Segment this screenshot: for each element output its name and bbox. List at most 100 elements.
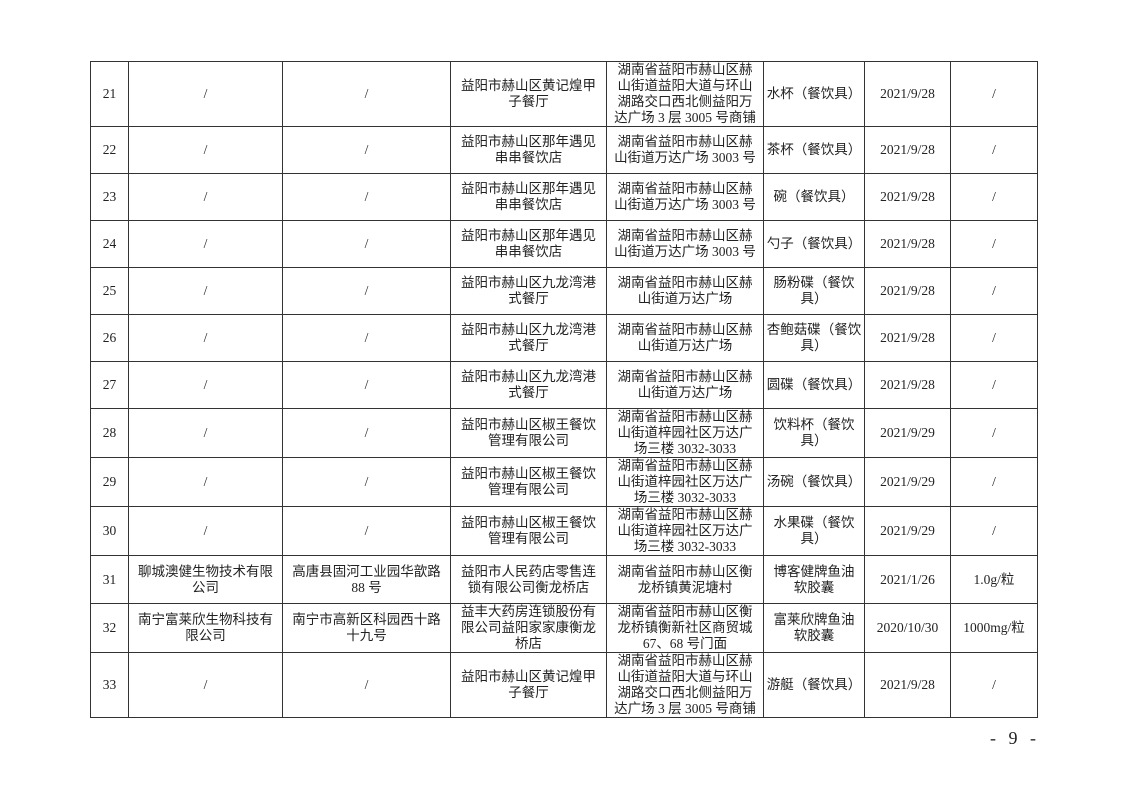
cell-product: 饮料杯（餐饮 具） xyxy=(763,408,865,458)
cell-manufacturer-address: / xyxy=(282,506,451,556)
table-row: 22// 益阳市赫山区那年遇见 串串餐饮店 湖南省益阳市赫山区赫 山街道万达广场 3… xyxy=(90,126,1038,174)
cell-date: 2021/9/28 xyxy=(864,61,951,127)
cell-no: 32 xyxy=(90,603,129,653)
table-row: 25// 益阳市赫山区九龙湾港 式餐厅 湖南省益阳市赫山区赫 山街道万达广场 肠粉碟（… xyxy=(90,267,1038,315)
cell-date: 2020/10/30 xyxy=(864,603,951,653)
cell-no: 23 xyxy=(90,173,129,221)
cell-sampled-unit: 益阳市赫山区那年遇见 串串餐饮店 xyxy=(450,220,607,268)
cell-sampled-unit: 益阳市赫山区九龙湾港 式餐厅 xyxy=(450,361,607,409)
cell-date: 2021/9/28 xyxy=(864,361,951,409)
cell-date: 2021/9/28 xyxy=(864,173,951,221)
cell-product: 碗（餐饮具） xyxy=(763,173,865,221)
cell-unit-address: 湖南省益阳市赫山区赫 山街道梓园社区万达广 场三楼 3032-3033 xyxy=(606,506,764,556)
cell-sampled-unit: 益阳市赫山区椒王餐饮 管理有限公司 xyxy=(450,457,607,507)
cell-date: 2021/9/28 xyxy=(864,126,951,174)
cell-unit-address: 湖南省益阳市赫山区赫 山街道梓园社区万达广 场三楼 3032-3033 xyxy=(606,408,764,458)
cell-unit-address: 湖南省益阳市赫山区赫 山街道益阳大道与环山 湖路交口西北侧益阳万 达广场 3 层… xyxy=(606,61,764,127)
cell-spec: 1000mg/粒 xyxy=(950,603,1038,653)
cell-manufacturer: / xyxy=(128,652,283,718)
cell-unit-address: 湖南省益阳市赫山区赫 山街道万达广场 xyxy=(606,267,764,315)
cell-manufacturer-address: / xyxy=(282,173,451,221)
table-row: 30// 益阳市赫山区椒王餐饮 管理有限公司 湖南省益阳市赫山区赫 山街道梓园社区万… xyxy=(90,506,1038,556)
cell-product: 汤碗（餐饮具） xyxy=(763,457,865,507)
table-row: 32 南宁富莱欣生物科技有 限公司 南宁市高新区科园西十路 十九号 益丰大药房连锁股份… xyxy=(90,603,1038,653)
cell-manufacturer-address: / xyxy=(282,220,451,268)
cell-no: 21 xyxy=(90,61,129,127)
cell-manufacturer: 聊城澳健生物技术有限 公司 xyxy=(128,555,283,604)
cell-sampled-unit: 益阳市赫山区黄记煌甲 子餐厅 xyxy=(450,61,607,127)
cell-manufacturer-address: 南宁市高新区科园西十路 十九号 xyxy=(282,603,451,653)
cell-manufacturer-address: / xyxy=(282,408,451,458)
cell-manufacturer: 南宁富莱欣生物科技有 限公司 xyxy=(128,603,283,653)
cell-unit-address: 湖南省益阳市赫山区赫 山街道万达广场 xyxy=(606,314,764,362)
table-row: 23// 益阳市赫山区那年遇见 串串餐饮店 湖南省益阳市赫山区赫 山街道万达广场 3… xyxy=(90,173,1038,221)
cell-unit-address: 湖南省益阳市赫山区赫 山街道万达广场 xyxy=(606,361,764,409)
cell-manufacturer-address: 高唐县固河工业园华歆路 88 号 xyxy=(282,555,451,604)
cell-manufacturer: / xyxy=(128,408,283,458)
table-row: 31 聊城澳健生物技术有限 公司 高唐县固河工业园华歆路 88 号益阳市人民药店零售… xyxy=(90,555,1038,604)
cell-no: 29 xyxy=(90,457,129,507)
cell-sampled-unit: 益阳市人民药店零售连 锁有限公司衡龙桥店 xyxy=(450,555,607,604)
cell-spec: / xyxy=(950,220,1038,268)
cell-manufacturer-address: / xyxy=(282,126,451,174)
cell-spec: / xyxy=(950,314,1038,362)
table-row: 28// 益阳市赫山区椒王餐饮 管理有限公司 湖南省益阳市赫山区赫 山街道梓园社区万… xyxy=(90,408,1038,458)
cell-product: 勺子（餐饮具） xyxy=(763,220,865,268)
cell-no: 24 xyxy=(90,220,129,268)
cell-no: 28 xyxy=(90,408,129,458)
cell-product: 茶杯（餐饮具） xyxy=(763,126,865,174)
cell-spec: / xyxy=(950,173,1038,221)
table-row: 24// 益阳市赫山区那年遇见 串串餐饮店 湖南省益阳市赫山区赫 山街道万达广场 3… xyxy=(90,220,1038,268)
cell-unit-address: 湖南省益阳市赫山区赫 山街道益阳大道与环山 湖路交口西北侧益阳万 达广场 3 层… xyxy=(606,652,764,718)
cell-sampled-unit: 益阳市赫山区椒王餐饮 管理有限公司 xyxy=(450,506,607,556)
cell-product: 博客健牌鱼油 软胶囊 xyxy=(763,555,865,604)
cell-unit-address: 湖南省益阳市赫山区衡 龙桥镇黄泥塘村 xyxy=(606,555,764,604)
cell-sampled-unit: 益阳市赫山区黄记煌甲 子餐厅 xyxy=(450,652,607,718)
cell-manufacturer: / xyxy=(128,361,283,409)
cell-manufacturer-address: / xyxy=(282,314,451,362)
cell-manufacturer-address: / xyxy=(282,361,451,409)
cell-manufacturer: / xyxy=(128,314,283,362)
cell-unit-address: 湖南省益阳市赫山区赫 山街道万达广场 3003 号 xyxy=(606,173,764,221)
cell-manufacturer: / xyxy=(128,457,283,507)
cell-spec: / xyxy=(950,652,1038,718)
cell-product: 肠粉碟（餐饮 具） xyxy=(763,267,865,315)
cell-manufacturer-address: / xyxy=(282,61,451,127)
cell-spec: / xyxy=(950,267,1038,315)
cell-manufacturer: / xyxy=(128,126,283,174)
cell-date: 2021/9/29 xyxy=(864,506,951,556)
cell-date: 2021/1/26 xyxy=(864,555,951,604)
cell-no: 31 xyxy=(90,555,129,604)
cell-spec: / xyxy=(950,506,1038,556)
cell-date: 2021/9/28 xyxy=(864,267,951,315)
cell-no: 30 xyxy=(90,506,129,556)
cell-no: 22 xyxy=(90,126,129,174)
cell-manufacturer: / xyxy=(128,173,283,221)
cell-no: 27 xyxy=(90,361,129,409)
cell-date: 2021/9/29 xyxy=(864,408,951,458)
page-number: - 9 - xyxy=(990,728,1040,748)
cell-sampled-unit: 益阳市赫山区那年遇见 串串餐饮店 xyxy=(450,126,607,174)
cell-unit-address: 湖南省益阳市赫山区衡 龙桥镇衡新社区商贸城 67、68 号门面 xyxy=(606,603,764,653)
table-row: 33// 益阳市赫山区黄记煌甲 子餐厅 湖南省益阳市赫山区赫 山街道益阳大道与环山 … xyxy=(90,652,1038,718)
cell-product: 圆碟（餐饮具） xyxy=(763,361,865,409)
cell-no: 26 xyxy=(90,314,129,362)
cell-spec: / xyxy=(950,408,1038,458)
cell-product: 杏鲍菇碟（餐饮 具） xyxy=(763,314,865,362)
cell-no: 25 xyxy=(90,267,129,315)
cell-no: 33 xyxy=(90,652,129,718)
cell-product: 水果碟（餐饮 具） xyxy=(763,506,865,556)
cell-manufacturer: / xyxy=(128,61,283,127)
cell-sampled-unit: 益阳市赫山区九龙湾港 式餐厅 xyxy=(450,267,607,315)
sampling-results-table: 21// 益阳市赫山区黄记煌甲 子餐厅 湖南省益阳市赫山区赫 山街道益阳大道与环山 … xyxy=(90,61,1038,718)
cell-sampled-unit: 益阳市赫山区那年遇见 串串餐饮店 xyxy=(450,173,607,221)
cell-manufacturer-address: / xyxy=(282,457,451,507)
cell-sampled-unit: 益丰大药房连锁股份有 限公司益阳家家康衡龙 桥店 xyxy=(450,603,607,653)
table-row: 26// 益阳市赫山区九龙湾港 式餐厅 湖南省益阳市赫山区赫 山街道万达广场 杏鲍菇碟… xyxy=(90,314,1038,362)
cell-date: 2021/9/28 xyxy=(864,314,951,362)
cell-manufacturer: / xyxy=(128,220,283,268)
cell-spec: / xyxy=(950,61,1038,127)
cell-product: 富莱欣牌鱼油 软胶囊 xyxy=(763,603,865,653)
cell-sampled-unit: 益阳市赫山区椒王餐饮 管理有限公司 xyxy=(450,408,607,458)
cell-spec: / xyxy=(950,457,1038,507)
